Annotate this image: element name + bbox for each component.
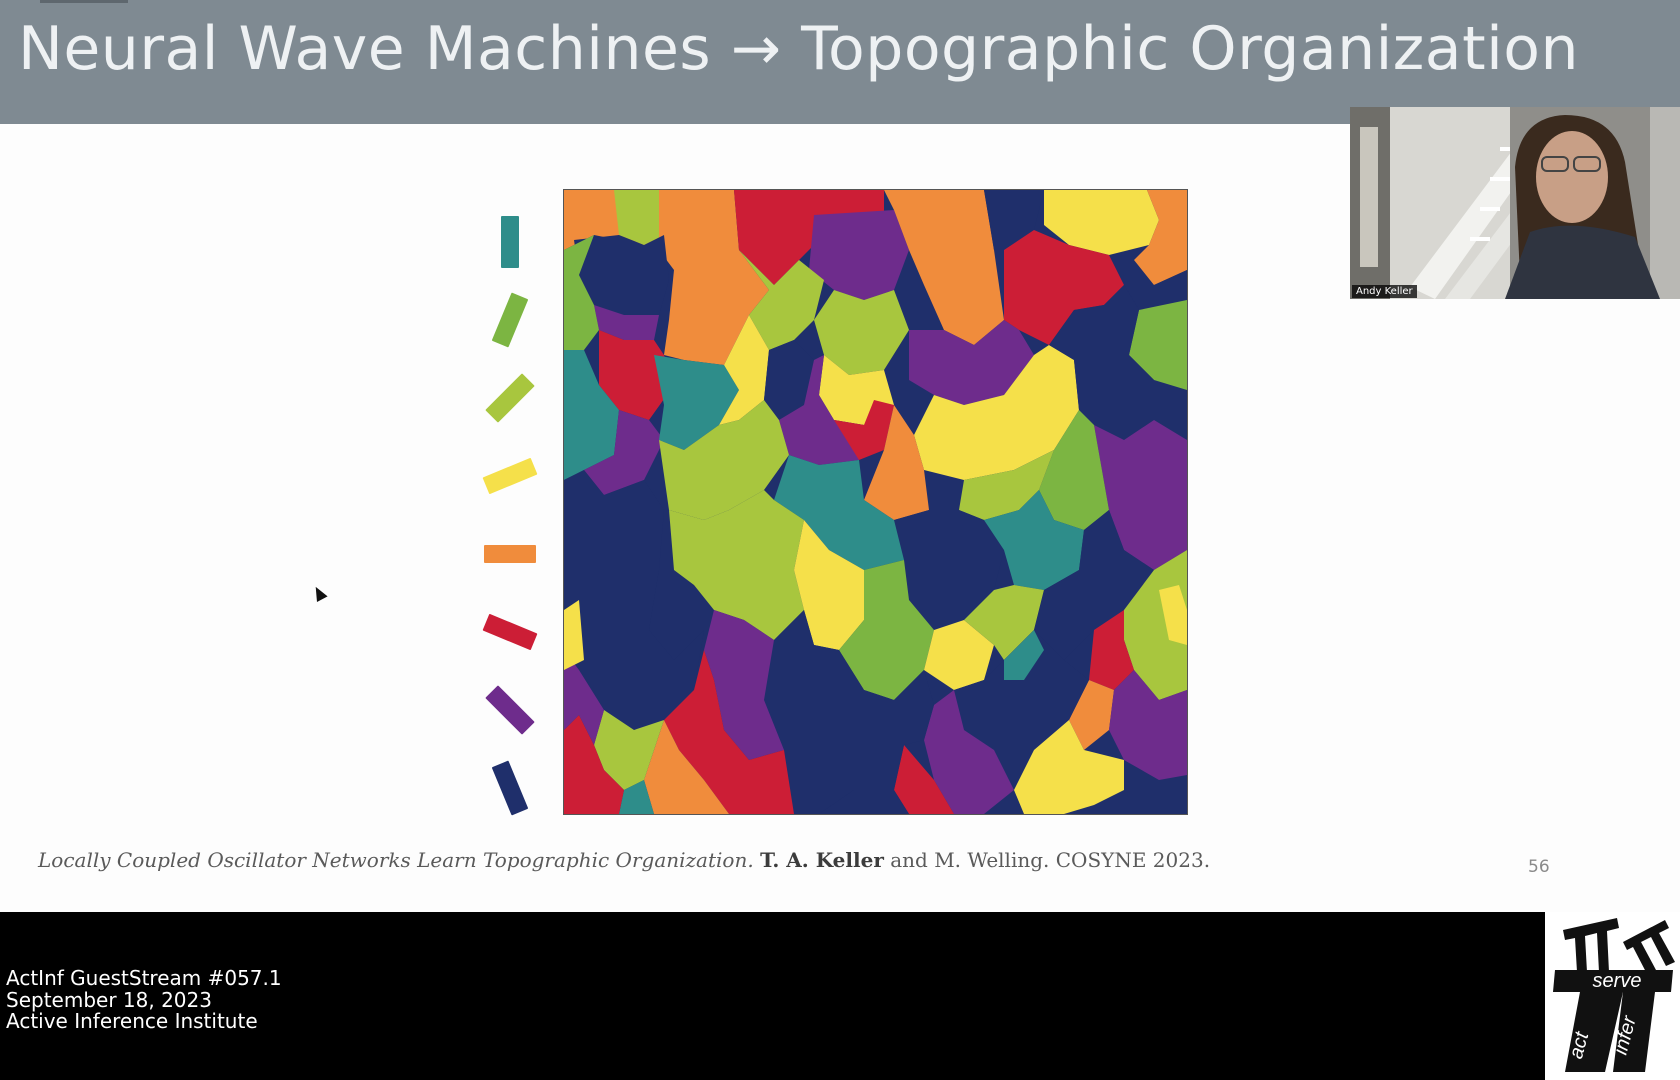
- region-red-centermid: [834, 400, 894, 460]
- region-teal-left: [564, 350, 619, 480]
- orientation-bar-4: [482, 457, 538, 495]
- participant-name-label: Andy Keller: [1352, 285, 1417, 298]
- region-teal-bottomleft: [619, 780, 654, 814]
- orientation-bar-2: [491, 292, 529, 348]
- region-purple-centerright: [909, 320, 1034, 405]
- region-navy-bottomcenter: [764, 610, 934, 814]
- region-orange-topright: [1134, 190, 1187, 285]
- map-regions: [564, 190, 1187, 814]
- region-navy-lowcenterright: [954, 630, 1089, 750]
- region-green-topleft: [614, 190, 664, 245]
- citation-author: T. A. Keller: [760, 848, 884, 872]
- region-yellow-center: [719, 315, 769, 425]
- title-bar: Neural Wave Machines → Topographic Organ…: [0, 0, 1680, 124]
- topographic-map: [563, 189, 1188, 815]
- region-purple-left: [594, 305, 659, 340]
- orientation-bar-3: [485, 373, 535, 423]
- region-navy-centerleft: [764, 340, 814, 420]
- logo-word-serve: serve: [1593, 970, 1642, 992]
- stream-title: ActInf GuestStream #057.1: [6, 966, 282, 990]
- logo-icon: serve act infer: [1545, 912, 1680, 1080]
- orientation-legend: [470, 200, 550, 820]
- region-navy-centerbig: [894, 510, 1004, 630]
- orientation-bar-6: [482, 613, 538, 651]
- region-orange-topmid: [884, 190, 1004, 345]
- region-lime-centerleft: [659, 400, 789, 520]
- stream-footer: [0, 912, 1680, 1080]
- region-purple-bottomleftmid: [704, 610, 784, 760]
- stream-organization: Active Inference Institute: [6, 1009, 258, 1033]
- region-lime-lowmid: [964, 585, 1044, 660]
- region-orange-top: [659, 190, 769, 365]
- region-teal-centerlow: [774, 455, 904, 570]
- region-teal-centerright2: [1004, 630, 1044, 680]
- region-red-bottomcorner: [564, 715, 624, 814]
- region-purple-top: [809, 210, 909, 300]
- stream-date: September 18, 2023: [6, 987, 212, 1012]
- region-red-rightlow: [1089, 610, 1134, 690]
- region-orange-bottomleft: [644, 720, 729, 814]
- region-red-bottomcenter: [894, 745, 954, 814]
- region-purple-centermid: [779, 355, 864, 465]
- slide-title: Neural Wave Machines → Topographic Organ…: [18, 14, 1579, 84]
- region-purple-leftmid: [584, 410, 664, 495]
- region-yellow-edgeright: [1159, 585, 1187, 645]
- stream-info: ActInf GuestStream #057.1 September 18, …: [6, 966, 282, 1033]
- orientation-bar-5: [484, 545, 536, 563]
- orientation-bar-1: [501, 216, 519, 268]
- region-navy-lowright: [1034, 510, 1154, 660]
- region-red-bottomleftmid: [664, 650, 794, 814]
- region-lime-rightmid: [959, 450, 1054, 520]
- mouse-cursor-icon: [310, 584, 328, 602]
- region-green-bottomleft: [594, 710, 664, 790]
- region-yellow-centerright: [914, 345, 1079, 480]
- region-yellow-centerlow: [794, 520, 864, 650]
- region-purple-bottomcorner: [564, 650, 604, 745]
- region-green-rightmid: [1039, 410, 1109, 530]
- page-number: 56: [1528, 857, 1550, 877]
- region-navy-leftupper: [574, 235, 669, 315]
- region-red-left: [599, 330, 674, 420]
- region-orange-center: [864, 405, 929, 520]
- region-navy-bottommid2: [819, 790, 909, 814]
- region-red-upperright: [1004, 230, 1124, 345]
- region-green-right: [1129, 300, 1187, 390]
- active-inference-logo: serve act infer: [1545, 912, 1680, 1080]
- region-purple-right: [1094, 420, 1187, 570]
- citation-rest: and M. Welling. COSYNE 2023.: [890, 848, 1211, 872]
- topographic-map-svg: [564, 190, 1187, 814]
- orientation-bar-7: [485, 685, 535, 735]
- region-teal-rightmid: [984, 490, 1084, 590]
- region-yellow-leftedge: [564, 600, 584, 670]
- region-purple-lowcenter: [924, 690, 1014, 814]
- region-green-leftedge: [564, 235, 599, 350]
- webcam-video[interactable]: Andy Keller: [1350, 107, 1680, 299]
- region-lime-center: [739, 250, 824, 350]
- region-yellow-topright: [1044, 190, 1159, 255]
- region-navy-leftbig: [564, 470, 704, 730]
- region-yellow-bottomright: [1014, 720, 1124, 814]
- citation: Locally Coupled Oscillator Networks Lear…: [38, 848, 1210, 872]
- region-purple-rightlow: [1109, 670, 1187, 780]
- webcam-scene-icon: [1350, 107, 1680, 299]
- tab-marker: [40, 0, 128, 3]
- region-green-centerlow: [839, 560, 934, 700]
- region-navy-right: [1049, 285, 1154, 440]
- region-navy-topmid: [984, 190, 1044, 250]
- orientation-bar-8: [491, 760, 529, 816]
- region-teal-center: [654, 355, 739, 450]
- region-green-center: [814, 290, 909, 375]
- region-yellow-lowmid: [924, 620, 994, 690]
- region-lime-centerlow: [669, 490, 804, 640]
- citation-title: Locally Coupled Oscillator Networks Lear…: [38, 848, 754, 872]
